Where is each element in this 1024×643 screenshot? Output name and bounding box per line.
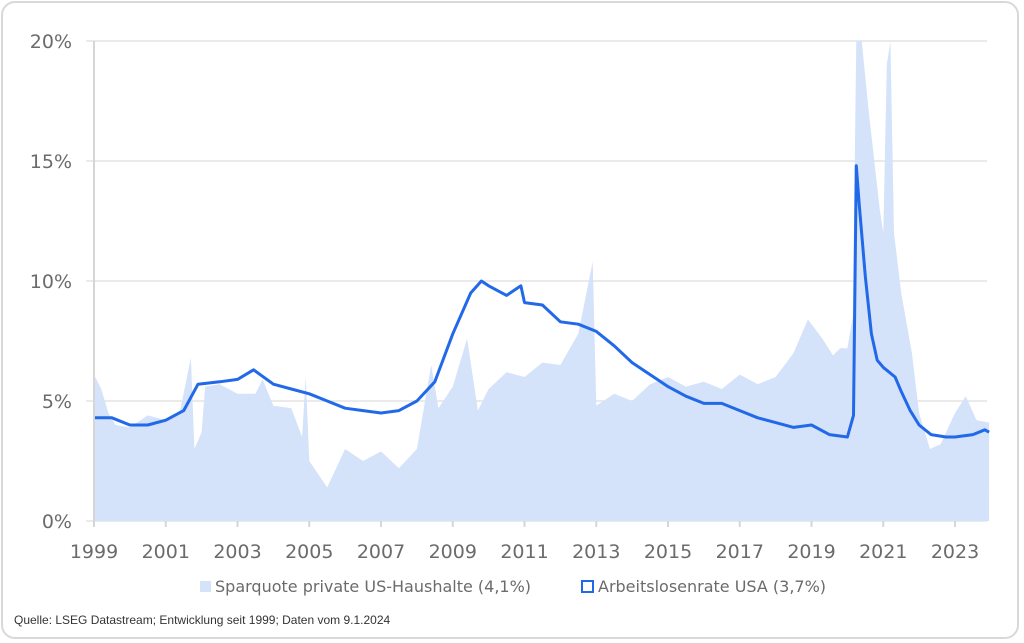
x-tick-label: 2009 xyxy=(429,541,477,563)
x-tick-label: 2007 xyxy=(357,541,405,563)
y-tick-label: 10% xyxy=(30,271,72,293)
savings-rate-area xyxy=(94,41,990,521)
x-tick-label: 2005 xyxy=(285,541,333,563)
x-tick-label: 1999 xyxy=(70,541,118,563)
y-tick-label: 20% xyxy=(30,31,72,53)
legend-item-unemployment: Arbeitslosenrate USA (3,7%) xyxy=(581,577,826,596)
x-tick-label: 2023 xyxy=(931,541,979,563)
source-note: Quelle: LSEG Datastream; Entwicklung sei… xyxy=(14,613,391,627)
x-tick-label: 2013 xyxy=(572,541,620,563)
x-tick-label: 2003 xyxy=(213,541,261,563)
legend-label-unemployment: Arbeitslosenrate USA (3,7%) xyxy=(598,577,827,596)
y-tick-label: 5% xyxy=(42,391,72,413)
y-tick-label: 15% xyxy=(30,151,72,173)
x-tick-label: 2015 xyxy=(644,541,692,563)
x-tick-label: 2001 xyxy=(142,541,190,563)
x-tick-label: 2019 xyxy=(787,541,835,563)
y-tick-label: 0% xyxy=(42,511,72,533)
x-tick-label: 2011 xyxy=(500,541,548,563)
legend-swatch-unemployment xyxy=(581,580,594,593)
x-tick-label: 2021 xyxy=(859,541,907,563)
legend-label-savings: Sparquote private US-Haushalte (4,1%) xyxy=(215,577,532,596)
unemployment-rate-line xyxy=(94,164,990,439)
legend-item-savings: Sparquote private US-Haushalte (4,1%) xyxy=(200,577,531,596)
x-tick-label: 2017 xyxy=(716,541,764,563)
legend-swatch-savings xyxy=(200,581,211,592)
